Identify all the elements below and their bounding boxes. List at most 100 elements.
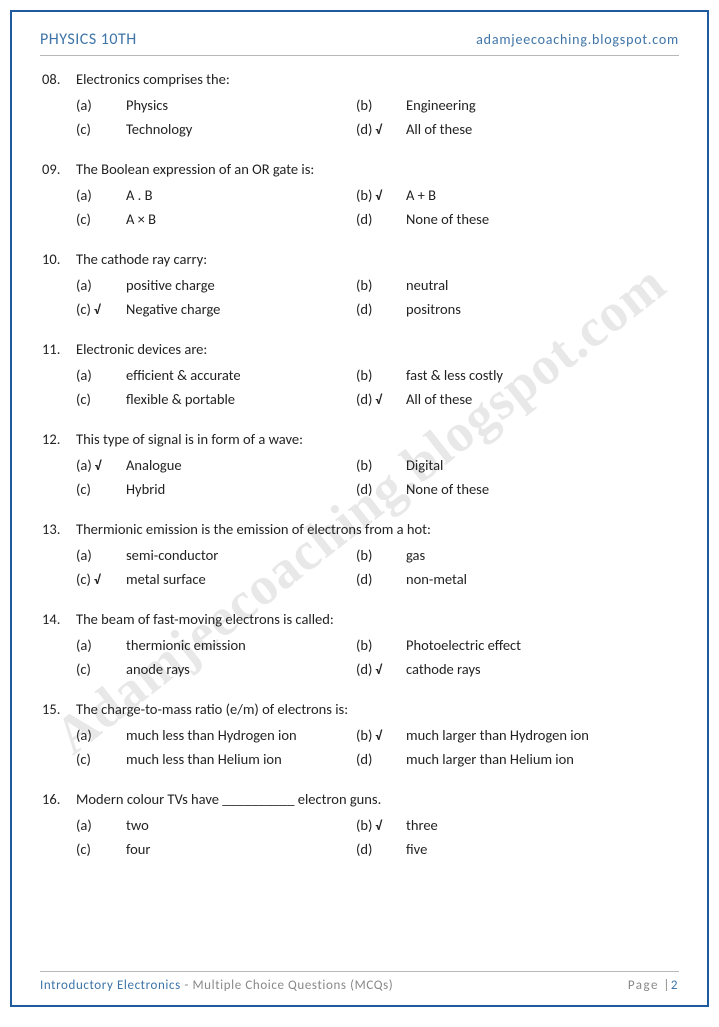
option-cell: (c) much less than Helium ion (76, 750, 356, 768)
option-letter: (b) (356, 276, 372, 294)
question-number: 12. (40, 430, 76, 448)
option-row: (c)anode rays(d)√cathode rays (76, 660, 679, 678)
option-cell: (c)√Negative charge (76, 300, 356, 318)
option-letter: (d) (356, 570, 372, 588)
option-text: All of these (406, 120, 679, 138)
option-letter: (c) (76, 660, 91, 678)
option-text: Photoelectric effect (406, 636, 679, 654)
option-text: metal surface (126, 570, 356, 588)
option-cell: (d)√All of these (356, 120, 679, 138)
option-row: (a)thermionic emission(b) Photoelectric e… (76, 636, 679, 654)
option-cell: (c) Hybrid (76, 480, 356, 498)
option-letter: (d) (356, 660, 372, 678)
option-letter: (c) (76, 750, 91, 768)
question-number: 10. (40, 250, 76, 268)
option-letter: (b) (356, 636, 372, 654)
option-label: (b) (356, 366, 406, 384)
content-layer: PHYSICS 10TH adamjeecoaching.blogspot.co… (40, 30, 679, 858)
option-cell: (d)None of these (356, 210, 679, 228)
option-label: (b)√ (356, 186, 406, 204)
option-text: None of these (406, 480, 679, 498)
check-mark-icon: √ (94, 303, 100, 318)
option-text: much larger than Helium ion (406, 750, 679, 768)
option-row: (a)Physics(b)Engineering (76, 96, 679, 114)
option-letter: (a) (76, 456, 92, 474)
question-row: 09.The Boolean expression of an OR gate … (40, 160, 679, 178)
option-label: (c) (76, 660, 126, 678)
option-letter: (a) (76, 816, 92, 834)
option-cell: (a)A . B (76, 186, 356, 204)
check-mark-icon: √ (95, 459, 101, 474)
option-cell: (b)√A + B (356, 186, 679, 204)
option-cell: (a)Physics (76, 96, 356, 114)
question-block: 12.This type of signal is in form of a w… (40, 430, 679, 498)
option-text: two (126, 816, 356, 834)
option-label: (a) (76, 636, 126, 654)
option-text: positive charge (126, 276, 356, 294)
option-letter: (c) (76, 120, 91, 138)
options-grid: (a)A . B(b)√A + B (c)A × B(d)None of thes… (76, 186, 679, 228)
page-container: Adamjeecoaching.blogspot.com PHYSICS 10T… (10, 10, 709, 1007)
option-label: (a) (76, 546, 126, 564)
option-text: A × B (126, 210, 356, 228)
options-grid: (a)thermionic emission(b) Photoelectric e… (76, 636, 679, 678)
footer-title-block: Introductory Electronics - Multiple Choi… (40, 978, 393, 993)
question-row: 14.The beam of fast-moving electrons is … (40, 610, 679, 628)
option-text: None of these (406, 210, 679, 228)
option-cell: (d)positrons (356, 300, 679, 318)
option-cell: (a)thermionic emission (76, 636, 356, 654)
option-row: (a)semi-conductor(b)gas (76, 546, 679, 564)
footer-page: Page |2 (628, 978, 679, 993)
option-row: (a)positive charge(b) neutral (76, 276, 679, 294)
option-cell: (b) Photoelectric effect (356, 636, 679, 654)
option-text: neutral (406, 276, 679, 294)
option-label: (d)√ (356, 390, 406, 408)
option-letter: (b) (356, 816, 372, 834)
option-letter: (c) (76, 480, 91, 498)
question-text: Modern colour TVs have __________ electr… (76, 790, 679, 808)
question-text: Thermionic emission is the emission of e… (76, 520, 679, 538)
option-label: (b) (356, 546, 406, 564)
option-row: (c)√Negative charge(d)positrons (76, 300, 679, 318)
option-label: (c) (76, 750, 126, 768)
option-cell: (b)Engineering (356, 96, 679, 114)
option-text: Negative charge (126, 300, 356, 318)
option-letter: (a) (76, 726, 92, 744)
option-label: (c)√ (76, 570, 126, 588)
option-label: (b) (356, 636, 406, 654)
option-label: (c) (76, 210, 126, 228)
option-text: semi-conductor (126, 546, 356, 564)
question-text: This type of signal is in form of a wave… (76, 430, 679, 448)
option-cell: (b) neutral (356, 276, 679, 294)
options-grid: (a)positive charge(b)neutral(c)√Negative… (76, 276, 679, 318)
option-row: (c)Technology(d)√All of these (76, 120, 679, 138)
option-letter: (a) (76, 366, 92, 384)
option-label: (d) (356, 210, 406, 228)
options-grid: (a)Physics(b)Engineering(c)Technology(d)… (76, 96, 679, 138)
options-grid: (a)two(b)√three(c)four(d)five (76, 816, 679, 858)
option-text: A + B (406, 186, 679, 204)
option-cell: (d)√cathode rays (356, 660, 679, 678)
option-row: (c)√metal surface(d)non-metal (76, 570, 679, 588)
question-block: 15.The charge-to-mass ratio (e/m) of ele… (40, 700, 679, 768)
option-label: (d) (356, 750, 406, 768)
option-label: (a) (76, 726, 126, 744)
option-letter: (a) (76, 186, 92, 204)
questions-list: 08.Electronics comprises the:(a)Physics(… (40, 70, 679, 858)
option-text: Hybrid (126, 480, 356, 498)
option-cell: (c)Technology (76, 120, 356, 138)
option-row: (a)√Analogue(b)Digital (76, 456, 679, 474)
option-label: (d) (356, 480, 406, 498)
option-label: (a) (76, 276, 126, 294)
option-row: (a)A . B(b)√A + B (76, 186, 679, 204)
question-row: 11.Electronic devices are: (40, 340, 679, 358)
question-block: 11.Electronic devices are:(a)efficient &… (40, 340, 679, 408)
option-label: (a) (76, 816, 126, 834)
option-cell: (b)√much larger than Hydrogen ion (356, 726, 679, 744)
option-text: much less than Helium ion (126, 750, 356, 768)
option-text: Digital (406, 456, 679, 474)
option-cell: (b)gas (356, 546, 679, 564)
question-block: 09.The Boolean expression of an OR gate … (40, 160, 679, 228)
option-label: (c) (76, 120, 126, 138)
option-label: (a) (76, 366, 126, 384)
